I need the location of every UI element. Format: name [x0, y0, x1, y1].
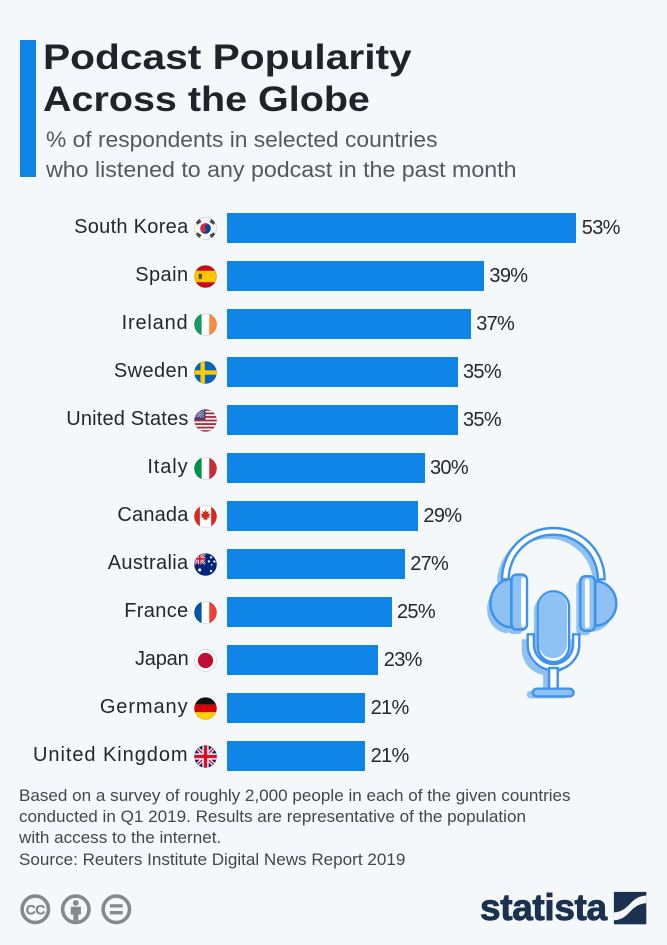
- svg-text:statista: statista: [480, 887, 608, 927]
- svg-text:CC: CC: [26, 902, 46, 918]
